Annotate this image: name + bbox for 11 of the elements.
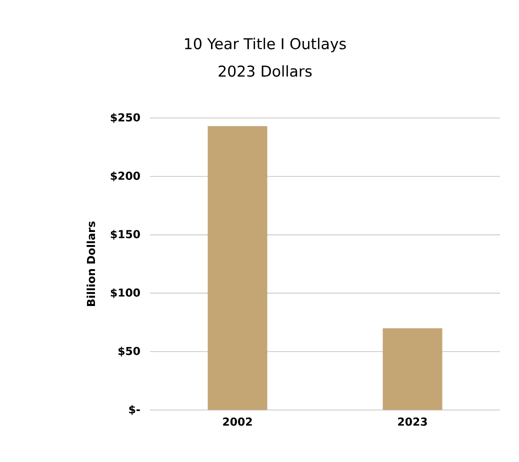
y-tick-label: $150 [110,230,140,240]
y-axis-title: Billion Dollars [86,222,96,306]
chart-title: 10 Year Title I Outlays [185,38,346,52]
y-tick-label: $50 [118,346,140,357]
y-tick-label: $200 [110,171,140,182]
x-tick-label: 2023 [398,418,427,426]
y-tick-label: $- [129,405,140,415]
chart-subtitle: 2023 Dollars [218,65,312,77]
y-tick-label: $100 [110,288,140,298]
x-tick-label: 2002 [223,418,252,426]
y-tick-label: $250 [110,113,140,123]
